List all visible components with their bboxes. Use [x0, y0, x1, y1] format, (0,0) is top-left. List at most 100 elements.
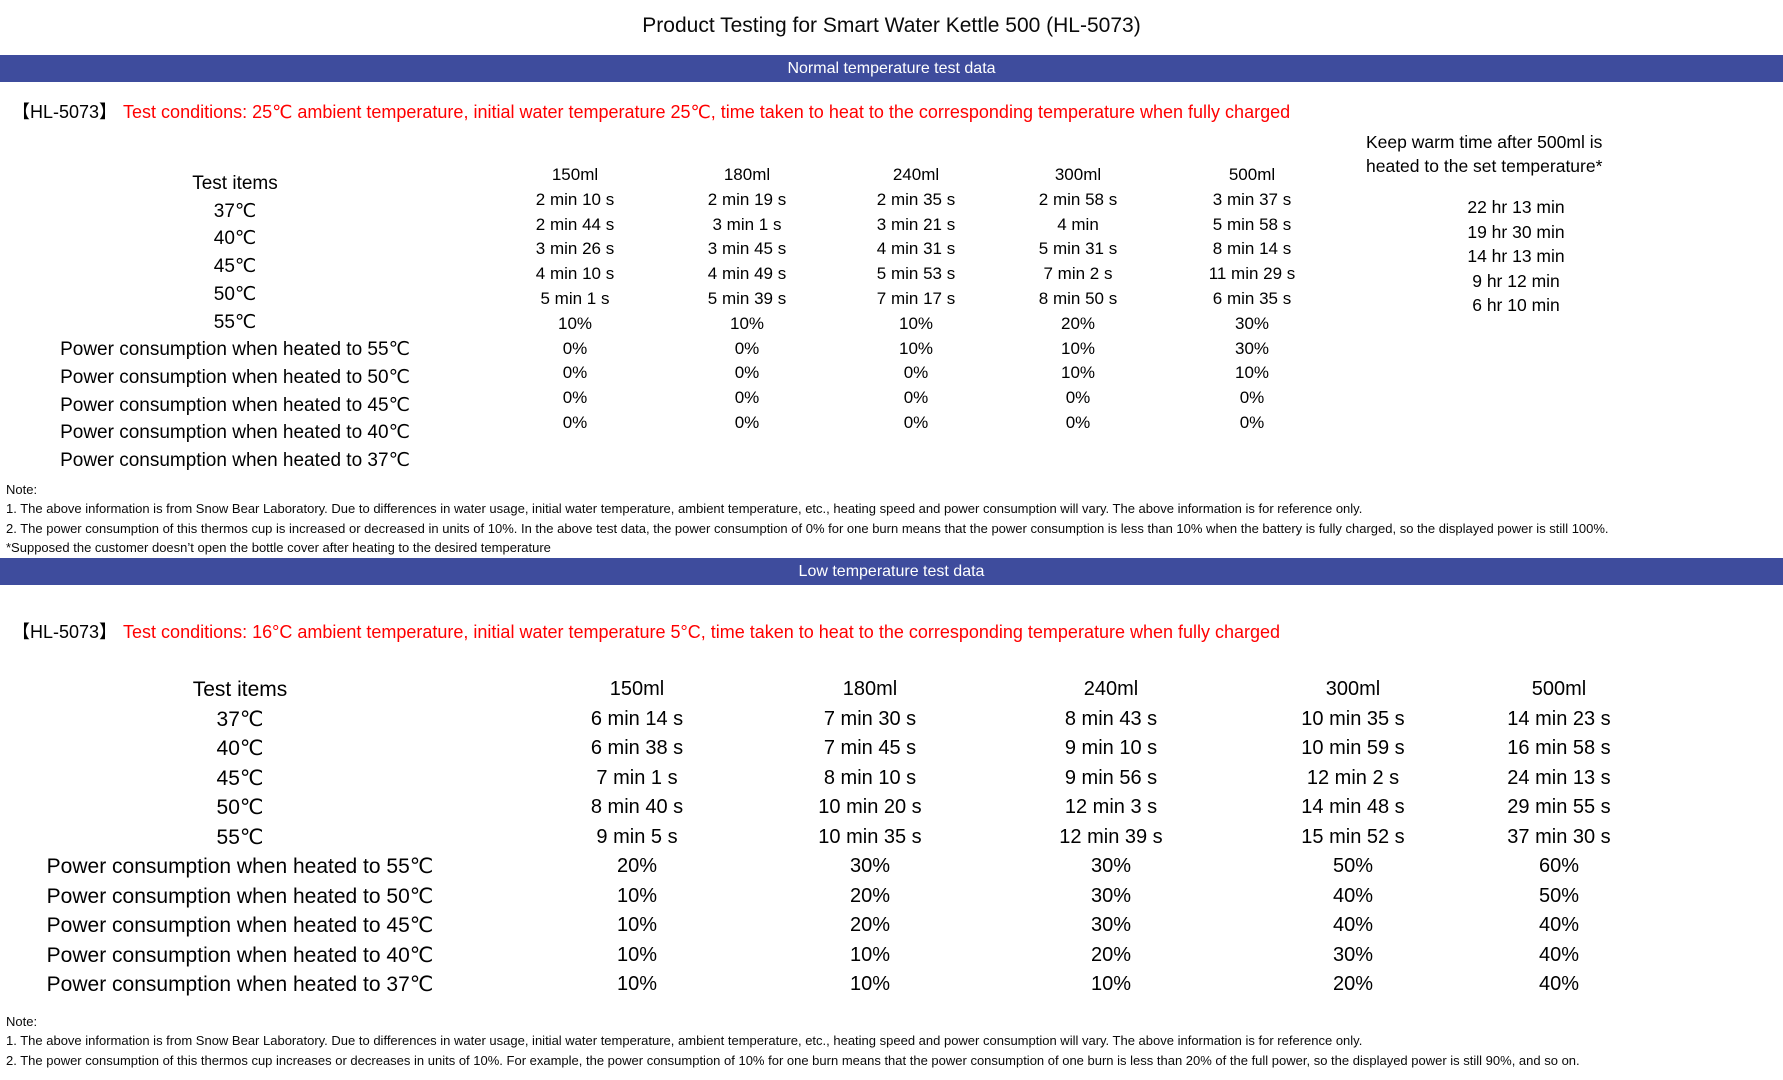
- cell-value: 12 min 39 s: [1059, 825, 1163, 848]
- cell-value: 4 min: [1057, 214, 1099, 234]
- cell-value: 0%: [562, 412, 588, 432]
- cell-value: 0%: [734, 363, 760, 383]
- cell-value: 37 min 30 s: [1507, 825, 1611, 848]
- cell-value: 0%: [562, 363, 588, 383]
- cell-value: 0%: [734, 338, 760, 358]
- cell-value: 20%: [849, 914, 891, 936]
- row-label: 55℃: [213, 311, 257, 333]
- cell-value: 20%: [1060, 313, 1096, 333]
- cell-value: 12 min 2 s: [1306, 766, 1400, 789]
- row-label: Power consumption when heated to 37℃: [46, 973, 434, 996]
- note-line: 2. The power consumption of this thermos…: [6, 520, 1609, 536]
- cell-value: 30%: [849, 855, 891, 877]
- section-banner-normal-temp: Normal temperature test data: [0, 55, 1783, 82]
- cell-value: 5 min 1 s: [540, 288, 610, 308]
- cell-value: 16 min 58 s: [1507, 737, 1611, 759]
- column-header: 240ml: [1083, 678, 1139, 700]
- cell-value: 7 min 30 s: [823, 707, 917, 730]
- cell-value: 9 min 56 s: [1064, 766, 1158, 789]
- row-labels-column: Test items 37℃ 40℃ 45℃ 50℃ 55℃ Power consumpti…: [0, 675, 480, 1000]
- cell-value: 20%: [616, 855, 658, 877]
- column-header: 500ml: [1228, 165, 1276, 184]
- condition-text: Test conditions: 25℃ ambient temperature…: [123, 102, 1291, 122]
- row-label: 50℃: [213, 283, 257, 305]
- cell-value: 10%: [616, 884, 658, 907]
- cell-value: 0%: [1239, 388, 1265, 408]
- cell-value: 30%: [1090, 884, 1132, 907]
- keep-warm-value: 6 hr 10 min: [1472, 295, 1560, 316]
- cell-value: 0%: [734, 388, 760, 408]
- cell-value: 0%: [903, 363, 929, 383]
- cell-value: 5 min 31 s: [1038, 239, 1118, 259]
- cell-value: 14 min 48 s: [1301, 796, 1405, 818]
- row-label: Power consumption when heated to 45℃: [46, 914, 434, 937]
- cell-value: 10 min 59 s: [1301, 737, 1405, 759]
- column-header: 300ml: [1054, 165, 1102, 184]
- row-label: Test items: [192, 173, 278, 194]
- cell-value: 6 min 14 s: [590, 707, 684, 730]
- keep-warm-header: Keep warm time after 500ml is heated to …: [1366, 130, 1666, 178]
- row-label: 55℃: [216, 825, 264, 849]
- note-line: Note:: [6, 1014, 38, 1029]
- volume-column-180ml: 180ml 7 min 30 s 7 min 45 s 8 min 10 s 10 mi…: [794, 675, 946, 1000]
- cell-value: 5 min 53 s: [876, 264, 956, 284]
- cell-value: 0%: [734, 412, 760, 432]
- notes-normal-temp: Note: 1. The above information is from Sn…: [6, 480, 1781, 558]
- volume-column-180ml: 180ml 2 min 19 s 3 min 1 s 3 min 45 s 4 min …: [680, 163, 814, 436]
- cell-value: 40%: [1332, 884, 1374, 907]
- cell-value: 11 min 29 s: [1208, 264, 1296, 284]
- column-header: 180ml: [842, 678, 898, 700]
- cell-value: 50%: [1332, 855, 1374, 877]
- model-tag: 【HL-5073】: [12, 102, 118, 122]
- cell-value: 14 min 23 s: [1507, 707, 1611, 730]
- cell-value: 0%: [562, 338, 588, 358]
- cell-value: 12 min 3 s: [1064, 796, 1158, 818]
- cell-value: 30%: [1090, 914, 1132, 936]
- note-line: 2. The power consumption of this thermos…: [6, 1052, 1580, 1068]
- cell-value: 20%: [849, 884, 891, 907]
- cell-value: 8 min 50 s: [1038, 288, 1118, 308]
- row-label: 37℃: [213, 200, 257, 222]
- column-header: 300ml: [1325, 678, 1381, 700]
- volume-column-300ml: 300ml 10 min 35 s 10 min 59 s 12 min 2 s 14 …: [1276, 675, 1430, 1000]
- row-label: Power consumption when heated to 40℃: [46, 943, 434, 967]
- cell-value: 10%: [898, 313, 934, 333]
- cell-value: 60%: [1538, 855, 1580, 877]
- cell-value: 40%: [1538, 943, 1580, 966]
- cell-value: 10%: [1234, 363, 1270, 383]
- cell-value: 2 min 19 s: [707, 189, 787, 209]
- cell-value: 30%: [1234, 313, 1270, 333]
- model-tag: 【HL-5073】: [12, 622, 118, 642]
- cell-value: 3 min 26 s: [535, 239, 615, 259]
- row-label: Power consumption when heated to 45℃: [60, 394, 410, 416]
- keep-warm-value: 19 hr 30 min: [1467, 221, 1565, 242]
- cell-value: 7 min 1 s: [596, 766, 678, 789]
- test-conditions-low: 【HL-5073】 Test conditions: 16°C ambient t…: [12, 620, 1280, 644]
- row-label: Power consumption when heated to 50℃: [60, 366, 410, 388]
- cell-value: 30%: [1332, 943, 1374, 966]
- cell-value: 30%: [1234, 338, 1270, 358]
- row-label: Power consumption when heated to 55℃: [46, 855, 434, 878]
- cell-value: 0%: [1065, 412, 1091, 432]
- cell-value: 10%: [616, 973, 658, 995]
- cell-value: 10 min 35 s: [818, 825, 922, 848]
- cell-value: 10%: [849, 973, 891, 995]
- volume-column-150ml: 150ml 6 min 14 s 6 min 38 s 7 min 1 s 8 min …: [480, 675, 794, 1000]
- column-header: 180ml: [723, 165, 771, 184]
- cell-value: 6 min 35 s: [1212, 288, 1292, 308]
- row-labels-column: Test items 37℃ 40℃ 45℃ 50℃ 55℃ Power consumpti…: [0, 170, 470, 475]
- note-line: *Supposed the customer doesn’t open the …: [6, 540, 551, 556]
- cell-value: 6 min 38 s: [590, 737, 684, 759]
- cell-value: 0%: [1239, 412, 1265, 432]
- condition-text: Test conditions: 16°C ambient temperatur…: [123, 622, 1281, 642]
- keep-warm-header-line1: Keep warm time after 500ml is: [1366, 132, 1603, 152]
- keep-warm-column: Keep warm time after 500ml is heated to …: [1366, 130, 1666, 318]
- cell-value: 2 min 58 s: [1038, 189, 1118, 209]
- cell-value: 24 min 13 s: [1507, 766, 1611, 789]
- row-label: 40℃: [213, 228, 257, 250]
- cell-value: 10%: [898, 338, 934, 358]
- column-header: 150ml: [609, 678, 665, 700]
- cell-value: 0%: [1065, 388, 1091, 408]
- cell-value: 10 min 35 s: [1301, 707, 1405, 730]
- cell-value: 10%: [1090, 973, 1132, 995]
